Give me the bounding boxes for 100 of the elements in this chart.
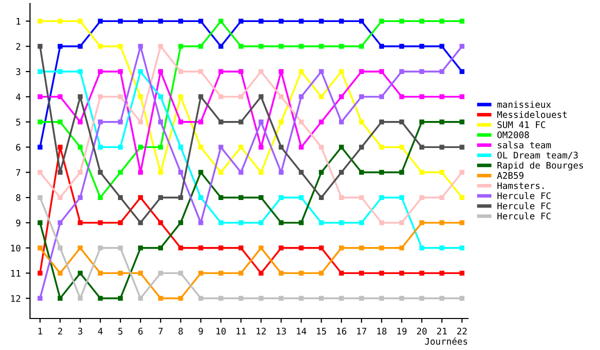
point [379,270,384,276]
x-tick-label: 12 [256,328,266,334]
point [278,18,284,24]
y-tick-label: 11 [11,270,20,277]
point [38,270,42,276]
y-tick-label: 6 [16,144,20,151]
point [399,18,404,24]
point [98,120,103,124]
point [98,170,103,175]
point [38,94,42,100]
point [158,270,164,276]
point [118,94,123,100]
point [379,120,384,124]
point [118,170,123,175]
point [38,195,42,200]
x-tick-label: 1 [38,328,42,334]
point [238,69,244,74]
point [258,220,264,226]
point [379,18,384,24]
point [460,144,464,150]
point [338,120,344,124]
point [399,296,404,301]
point [158,69,164,74]
point [78,195,83,200]
point [38,246,42,250]
point [379,170,384,175]
point [278,120,284,124]
y-tick-label: 5 [16,118,20,126]
point [338,270,344,276]
point [359,220,364,226]
point [178,144,184,150]
point [78,69,83,74]
point [399,44,404,49]
point [198,44,204,49]
point [178,220,184,226]
point [58,170,63,175]
y-tick-label: 2 [16,43,20,50]
point [359,144,364,150]
point [98,246,103,250]
point [318,44,324,49]
point [460,44,464,49]
point [379,94,384,100]
point [178,94,184,100]
point [98,144,103,150]
point [399,69,404,74]
x-tick-label: 16 [337,328,346,335]
point [38,44,42,49]
point [158,44,164,49]
legend-label: Messidelouest [497,110,567,118]
x-tick-label: 10 [216,328,226,335]
point [78,94,83,100]
point [399,120,404,124]
point [138,144,143,150]
point [318,270,324,276]
point [138,170,143,175]
point [78,270,83,276]
point [218,296,224,301]
point [439,220,444,226]
point [178,170,184,175]
legend-label: Hercule FC [497,202,551,210]
point [138,120,143,124]
point [198,270,204,276]
point [298,220,304,226]
point [439,144,444,150]
point [178,195,184,200]
point [238,94,244,100]
x-tick-label: 11 [236,328,246,334]
point [419,120,424,124]
point [198,170,204,175]
point [58,195,63,200]
point [158,220,164,226]
point [419,195,424,200]
point [258,120,264,124]
point [158,246,164,250]
point [38,69,42,74]
point [118,18,123,24]
x-tick-label: 18 [377,328,386,335]
point [379,44,384,49]
point [118,220,123,226]
x-tick-label: 20 [417,328,427,335]
point [78,296,83,301]
point [460,94,464,100]
point [298,144,304,150]
point [379,144,384,150]
point [439,120,444,124]
point [439,44,444,49]
y-tick-label: 1 [16,18,20,25]
point [138,296,143,301]
point [359,270,364,276]
point [198,296,204,301]
point [298,94,304,100]
point [318,144,324,150]
point [98,44,103,49]
point [439,246,444,250]
point [198,69,204,74]
point [38,220,42,226]
point [258,170,264,175]
point [58,18,63,24]
point [379,69,384,74]
point [38,144,42,150]
